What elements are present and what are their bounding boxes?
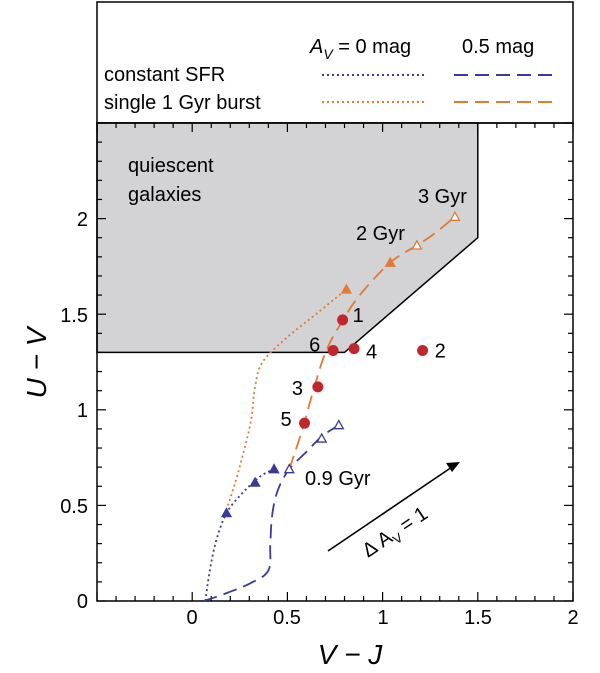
age-markers — [220, 210, 461, 518]
age-marker — [411, 239, 423, 250]
x-tick-label-0: 0 — [186, 607, 197, 629]
galaxy-label-3: 3 — [292, 378, 303, 400]
quiescent-label-line1: quiescent — [128, 155, 214, 177]
track-constant-sfr-av0 — [204, 468, 275, 601]
age-label-0.9gyr: 0.9 Gyr — [305, 468, 371, 490]
age-marker — [220, 507, 233, 518]
age-marker — [449, 210, 461, 221]
galaxy-label-4: 4 — [366, 342, 377, 364]
x-axis-title: V − J — [318, 639, 384, 670]
galaxy-label-1: 1 — [353, 305, 364, 327]
age-marker — [268, 463, 280, 474]
age-marker — [316, 432, 328, 443]
y-tick-label-0.5: 0.5 — [60, 496, 88, 518]
galaxy-5 — [299, 417, 311, 429]
plot-frame — [96, 122, 574, 602]
track-burst-av0 — [223, 288, 347, 516]
x-tick-label-1: 1 — [377, 607, 388, 629]
extinction-vector-label: Δ AV = 1 — [358, 503, 433, 565]
legend: AV = 0 mag 0.5 mag constant SFR single 1… — [96, 1, 574, 124]
x-tick-label-1.5: 1.5 — [464, 607, 492, 629]
galaxy-2 — [417, 345, 429, 357]
galaxy-label-2: 2 — [435, 341, 446, 363]
legend-label-burst: single 1 Gyr burst — [104, 92, 261, 114]
legend-header-av05: 0.5 mag — [462, 36, 534, 58]
galaxy-3 — [312, 381, 324, 393]
quiescent-label-line2: galaxies — [128, 184, 201, 206]
track-burst-av05 — [288, 216, 456, 470]
y-axis-title: U − V — [21, 325, 52, 398]
age-marker — [333, 419, 345, 430]
age-marker — [283, 463, 295, 474]
legend-frame — [96, 1, 574, 124]
age-label-3gyr: 3 Gyr — [418, 186, 467, 208]
y-tick-label-2: 2 — [77, 209, 88, 231]
x-tick-label-0.5: 0.5 — [273, 607, 301, 629]
galaxy-6 — [327, 345, 339, 357]
x-tick-label-2: 2 — [567, 607, 578, 629]
age-marker — [249, 476, 261, 487]
extinction-arrow-head — [446, 462, 460, 472]
age-marker — [384, 256, 396, 267]
galaxy-label-6: 6 — [309, 335, 320, 357]
age-marker — [340, 283, 353, 294]
galaxy-1 — [337, 314, 349, 326]
galaxy-label-5: 5 — [281, 409, 292, 431]
extinction-arrow-line — [327, 466, 453, 552]
age-label-2gyr: 2 Gyr — [356, 223, 405, 245]
axis-ticks — [96, 122, 574, 602]
legend-header-av0: AV = 0 mag — [309, 36, 411, 62]
galaxy-points: 1 2 3 4 5 6 — [281, 305, 446, 431]
y-tick-label-0: 0 — [77, 591, 88, 613]
galaxy-4 — [348, 343, 360, 355]
y-tick-label-1.5: 1.5 — [60, 305, 88, 327]
track-constant-sfr-av05 — [203, 424, 340, 601]
legend-label-constant-sfr: constant SFR — [104, 64, 225, 86]
y-tick-label-1: 1 — [77, 400, 88, 422]
